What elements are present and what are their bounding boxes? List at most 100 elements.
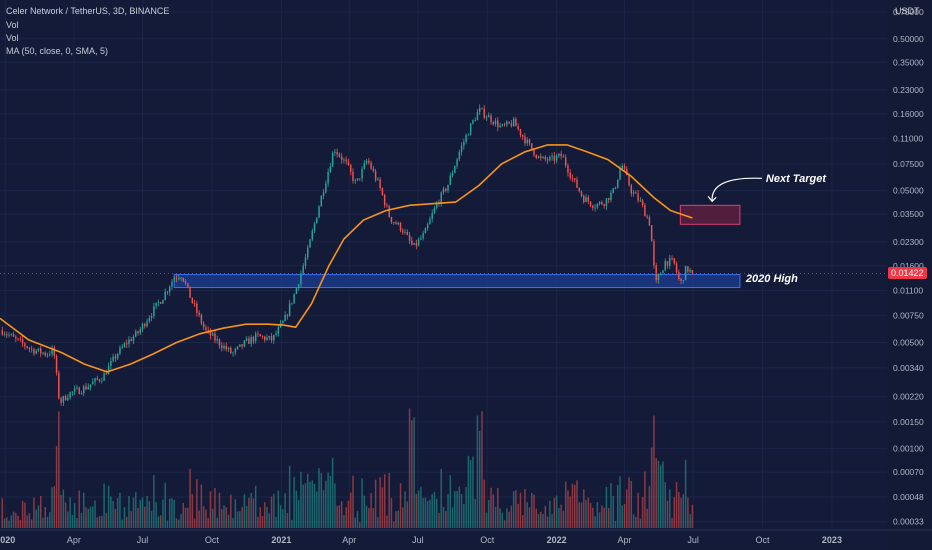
volume-bar <box>39 495 42 528</box>
volume-bar <box>359 522 361 528</box>
volume-bar <box>318 468 320 528</box>
volume-bar <box>26 515 28 528</box>
candle-body <box>10 334 13 336</box>
volume-bar <box>273 493 275 528</box>
volume-bar <box>368 508 370 528</box>
volume-bar <box>252 498 255 528</box>
volume-bar <box>488 499 490 528</box>
candle-body <box>227 347 230 350</box>
candle-body <box>259 334 261 337</box>
candle-body <box>678 272 680 279</box>
volume-bar <box>478 430 481 528</box>
volume-bar <box>655 458 657 528</box>
candle-body <box>275 333 277 336</box>
candle-body <box>587 197 590 202</box>
volume-bar <box>304 483 307 528</box>
volume-bar <box>135 492 137 528</box>
candle-body <box>121 346 123 348</box>
price-tick-label: 0.03500 <box>893 209 924 219</box>
candle-body <box>209 330 212 336</box>
volume-bar <box>553 497 556 528</box>
volume-bar <box>295 490 298 528</box>
volume-bar <box>535 508 538 528</box>
volume-bar <box>254 485 257 528</box>
volume-bar <box>78 490 80 528</box>
volume-bar <box>531 493 533 528</box>
candle-body <box>35 350 37 354</box>
candle-body <box>266 337 268 341</box>
candle-body <box>356 178 359 181</box>
volume-bar <box>456 491 458 528</box>
volume-bar <box>85 507 87 528</box>
candle-body <box>71 391 74 393</box>
volume-bar <box>542 513 544 528</box>
volume-bar <box>291 519 293 528</box>
candle-body <box>519 129 522 136</box>
volume-bar <box>626 489 628 528</box>
volume-bar <box>164 482 166 528</box>
candle-body <box>116 353 119 359</box>
time-tick-label: Oct <box>756 535 771 545</box>
volume-bar <box>146 495 148 528</box>
volume-bar <box>386 515 388 528</box>
candle-body <box>187 283 189 287</box>
indicator-vol-1[interactable]: Vol <box>6 20 19 30</box>
volume-bar <box>162 499 164 528</box>
volume-bar <box>12 511 15 528</box>
volume-bar <box>569 496 571 528</box>
candle-body <box>234 348 237 353</box>
candle-body <box>51 347 53 355</box>
volume-bar <box>639 518 642 528</box>
candle-body <box>682 280 685 282</box>
indicator-ma[interactable]: MA (50, close, 0, SMA, 5) <box>6 46 109 56</box>
volume-bar <box>35 509 37 528</box>
volume-bar <box>526 502 528 528</box>
volume-bar <box>103 483 105 528</box>
volume-bar <box>17 515 19 528</box>
candle-body <box>684 266 687 281</box>
volume-bar <box>92 506 94 528</box>
volume-bar <box>678 492 680 528</box>
volume-bar <box>207 517 209 528</box>
volume-bar <box>42 517 44 528</box>
volume-bar <box>153 475 155 528</box>
volume-bar <box>168 498 171 528</box>
indicator-vol-2[interactable]: Vol <box>6 33 19 43</box>
time-tick-label: Jul <box>687 535 699 545</box>
price-tick-label: 0.01600 <box>893 261 924 271</box>
volume-bar <box>196 479 198 528</box>
candle-body <box>363 163 366 169</box>
candle-body <box>483 108 485 118</box>
volume-bar <box>383 474 386 528</box>
candle-body <box>515 118 517 127</box>
volume-bar <box>116 497 119 528</box>
candle-body <box>592 205 594 208</box>
volume-bar <box>546 516 549 528</box>
volume-bar <box>125 516 128 528</box>
candle-body <box>98 379 101 381</box>
candle-body <box>175 277 178 279</box>
candle-body <box>1 330 3 335</box>
candle-body <box>377 179 379 181</box>
volume-bar <box>659 465 662 528</box>
volume-bar <box>67 511 69 528</box>
volume-bar <box>666 500 669 528</box>
volume-bar <box>51 487 53 528</box>
volume-bar <box>334 483 336 528</box>
volume-bar <box>119 492 121 528</box>
volume-bar <box>112 500 114 528</box>
candle-body <box>533 149 535 156</box>
volume-bar <box>187 507 189 528</box>
candle-body <box>236 346 239 349</box>
candle-body <box>254 333 257 342</box>
candle-body <box>650 225 653 242</box>
candle-body <box>15 336 17 339</box>
volume-bar <box>33 497 35 528</box>
volume-bar <box>297 500 300 528</box>
candle-body <box>19 338 22 340</box>
volume-bar <box>549 500 551 528</box>
candle-body <box>589 201 592 206</box>
candle-body <box>291 302 293 304</box>
